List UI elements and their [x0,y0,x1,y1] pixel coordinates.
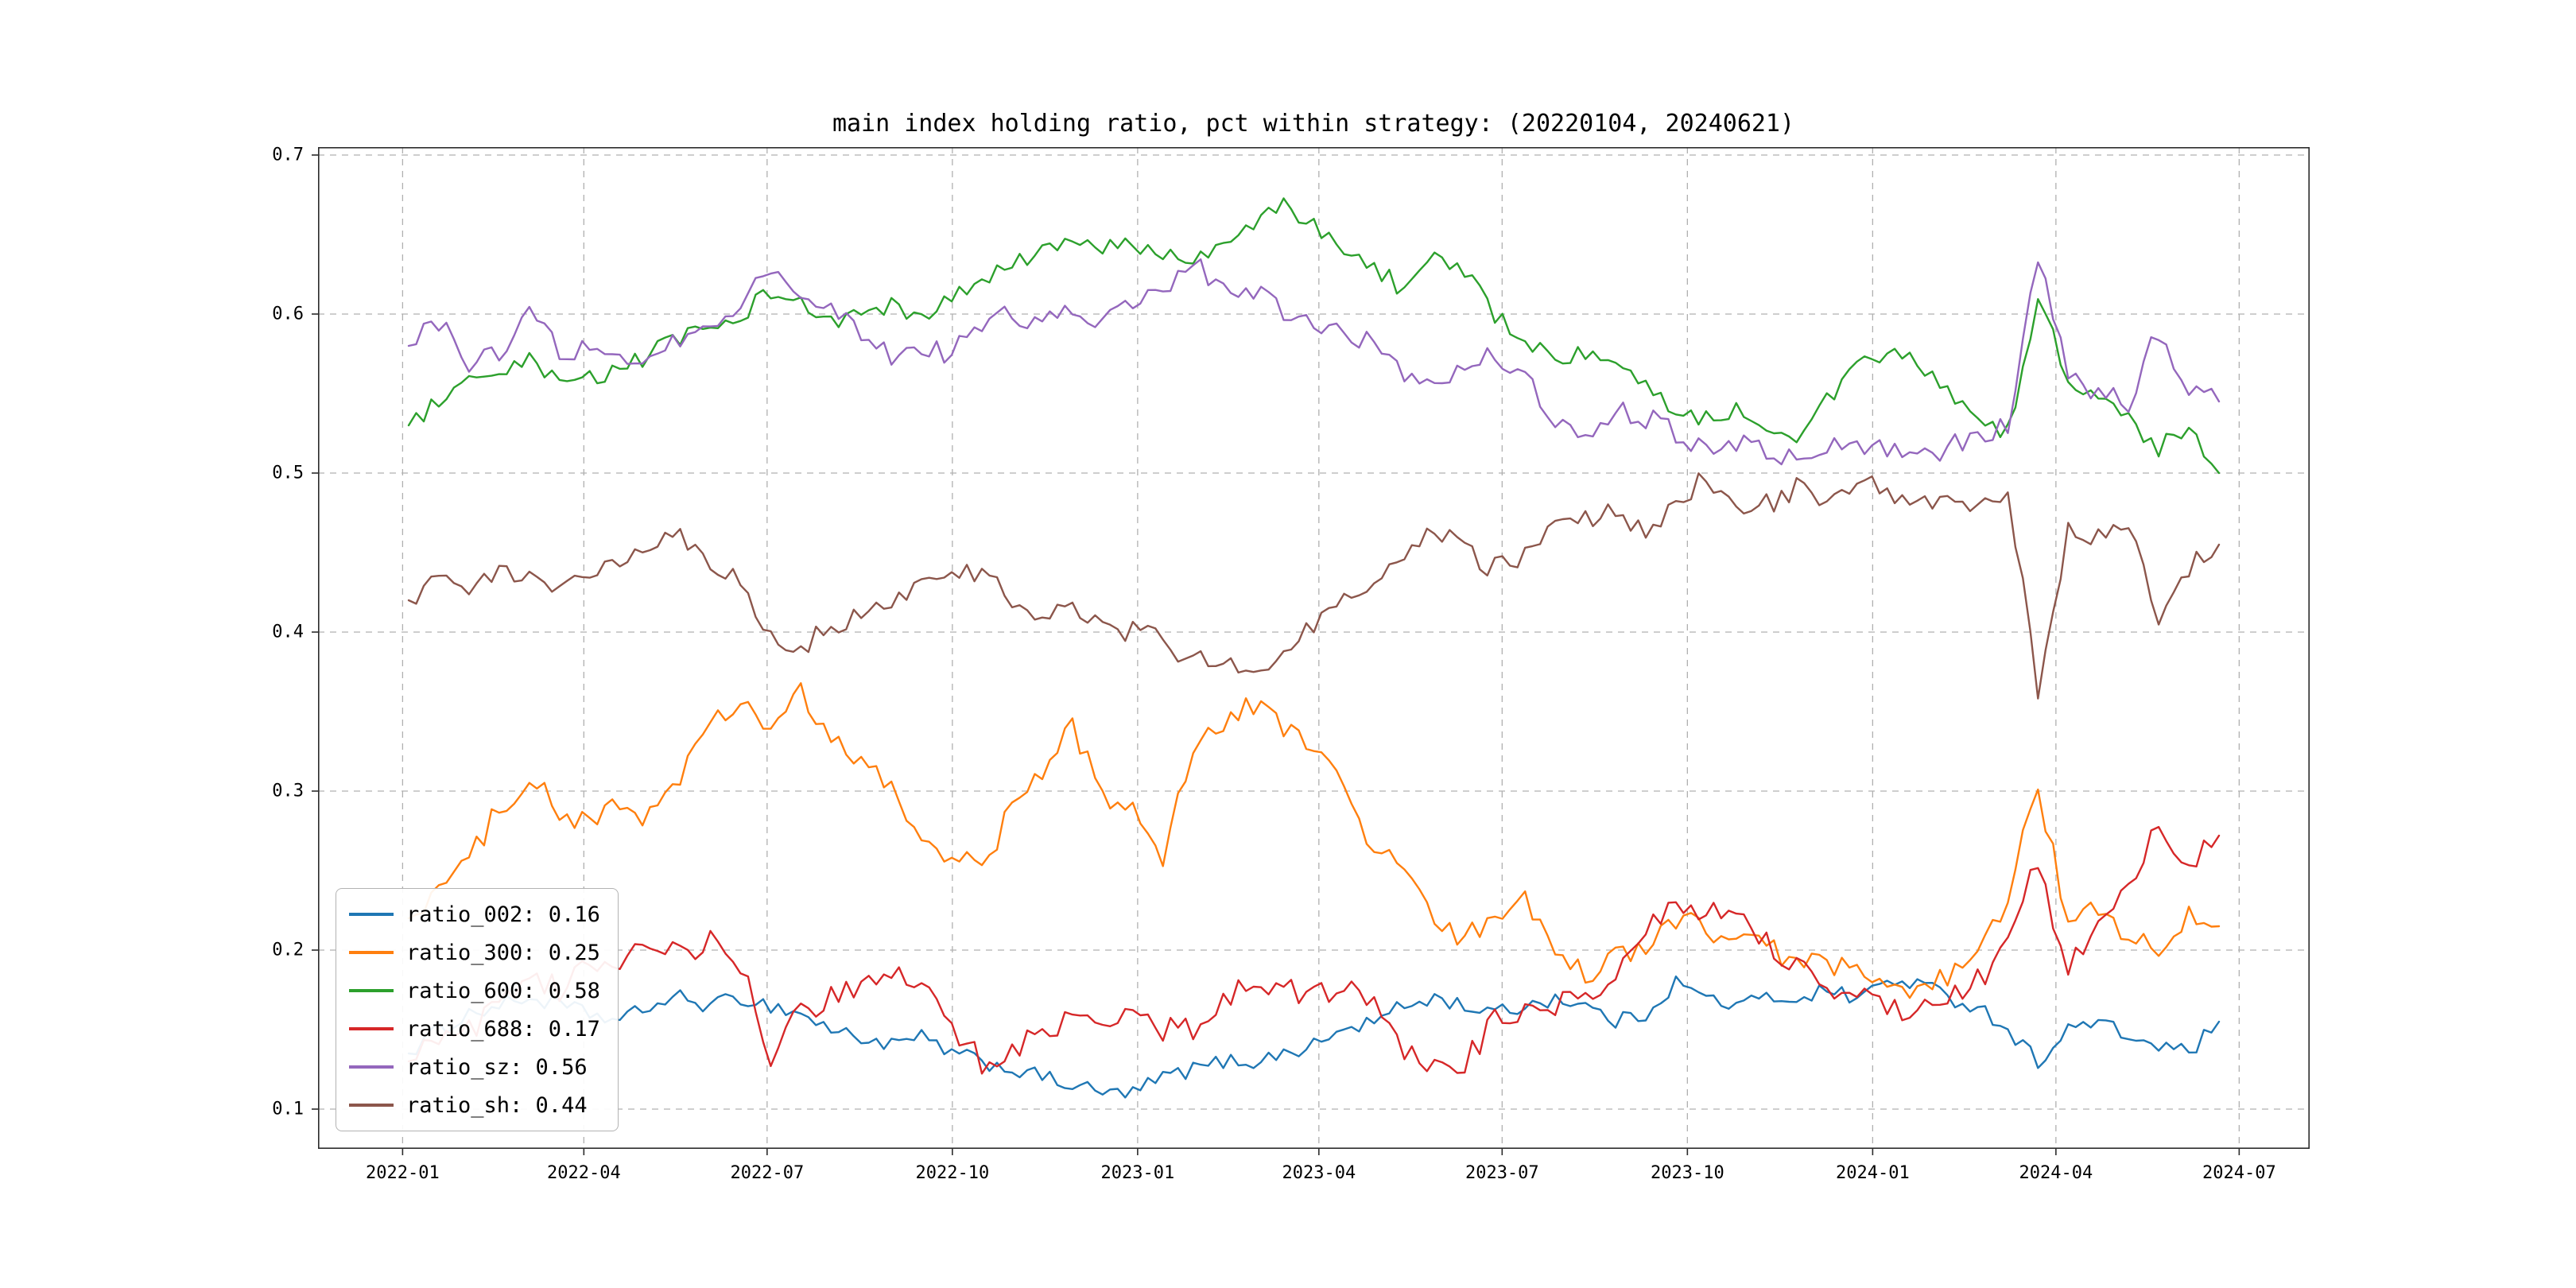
legend-swatch-ratio-688 [349,1027,394,1030]
legend-swatch-ratio-300 [349,951,394,954]
y-axis-tick-label: 0.3 [272,781,304,801]
plot-canvas [312,147,2310,1155]
legend-label-ratio-688: ratio_688: 0.17 [406,1016,600,1042]
legend-item-ratio-002: ratio_002: 0.16 [349,898,600,930]
legend-item-ratio-600: ratio_600: 0.58 [349,975,600,1007]
legend-swatch-ratio-600 [349,989,394,992]
plot-border [318,147,2310,1150]
x-axis-tick-label: 2023-10 [1650,1163,1724,1183]
x-axis-tick-label: 2024-07 [2202,1163,2276,1183]
series-line-ratio_sz [407,258,2221,466]
legend-label-ratio-002: ratio_002: 0.16 [406,902,600,927]
y-axis-tick-label: 0.1 [272,1099,304,1119]
x-axis-tick-label: 2023-01 [1100,1163,1175,1183]
y-axis-tick-label: 0.5 [272,463,304,483]
x-axis-tick-label: 2022-10 [915,1163,990,1183]
legend-item-ratio-688: ratio_688: 0.17 [349,1013,600,1045]
legend-label-ratio-sh: ratio_sh: 0.44 [406,1092,588,1118]
plot-area: ratio_002: 0.16 ratio_300: 0.25 ratio_60… [312,147,2310,1155]
series-line-ratio_sh [407,472,2221,700]
x-axis-tick-label: 2023-04 [1282,1163,1356,1183]
legend-label-ratio-300: ratio_300: 0.25 [406,940,600,965]
legend-label-ratio-600: ratio_600: 0.58 [406,978,600,1003]
legend-item-ratio-sh: ratio_sh: 0.44 [349,1089,600,1121]
legend-swatch-ratio-sh [349,1104,394,1107]
legend-label-ratio-sz: ratio_sz: 0.56 [406,1054,588,1080]
legend: ratio_002: 0.16 ratio_300: 0.25 ratio_60… [336,888,619,1131]
legend-swatch-ratio-sz [349,1065,394,1069]
series-line-ratio_600 [407,197,2221,475]
series-line-ratio_002 [407,975,2221,1099]
chart-title: main index holding ratio, pct within str… [832,110,1795,138]
legend-item-ratio-300: ratio_300: 0.25 [349,937,600,968]
x-axis-tick-label: 2022-04 [546,1163,621,1183]
y-axis-tick-label: 0.7 [272,145,304,165]
x-axis-tick-label: 2024-01 [1836,1163,1910,1183]
x-axis-tick-label: 2024-04 [2019,1163,2093,1183]
series-line-ratio_300 [407,682,2221,999]
x-axis-tick-label: 2022-01 [366,1163,440,1183]
legend-item-ratio-sz: ratio_sz: 0.56 [349,1051,600,1083]
y-axis-tick-label: 0.6 [272,304,304,324]
legend-swatch-ratio-002 [349,913,394,916]
y-axis-tick-label: 0.2 [272,940,304,960]
series-line-ratio_688 [407,825,2221,1075]
x-axis-tick-label: 2022-07 [730,1163,805,1183]
x-axis-tick-label: 2023-07 [1465,1163,1539,1183]
y-axis-tick-label: 0.4 [272,622,304,642]
